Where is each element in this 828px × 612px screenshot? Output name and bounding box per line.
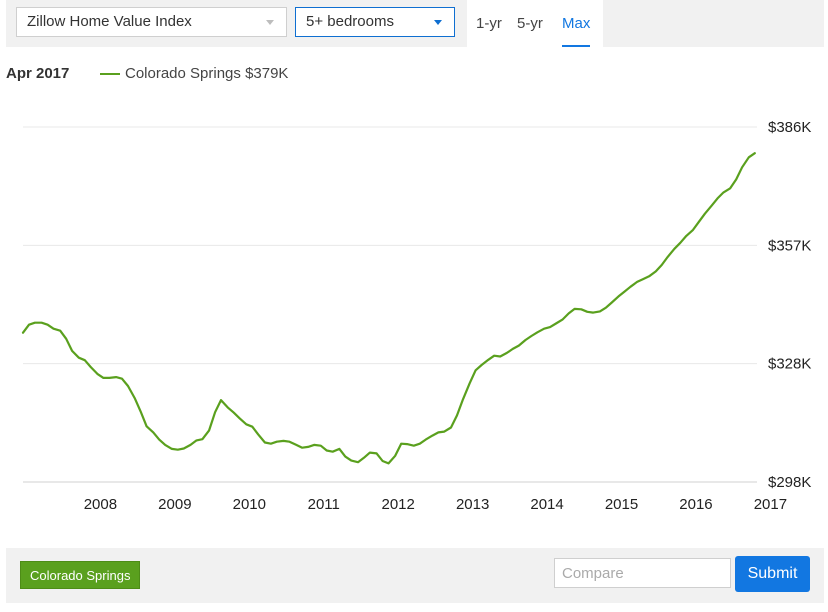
range-tabs: 1-yr 5-yr Max	[467, 0, 603, 47]
range-tab-5yr[interactable]: 5-yr	[517, 15, 543, 32]
metric-select-value: Zillow Home Value Index	[27, 13, 192, 30]
x-tick-label: 2009	[158, 496, 191, 513]
x-tick-label: 2017	[754, 496, 787, 513]
line-chart: $298K $328K $357K $386K 2008 2009 2010 2011 201…	[21, 119, 811, 513]
y-tick-label: $298K	[768, 474, 811, 491]
bedroom-select[interactable]: 5+ bedrooms	[295, 7, 455, 37]
chevron-down-icon	[434, 20, 442, 25]
legend-swatch	[100, 73, 120, 75]
x-tick-label: 2016	[679, 496, 712, 513]
grid-lines	[23, 126, 757, 483]
series-chip-colorado-springs[interactable]: Colorado Springs	[20, 561, 141, 589]
x-tick-label: 2014	[530, 496, 563, 513]
metric-select[interactable]: Zillow Home Value Index	[16, 7, 287, 37]
filter-bar: Zillow Home Value Index 5+ bedrooms 1-yr…	[6, 0, 824, 47]
x-tick-label: 2015	[605, 496, 638, 513]
legend-date: Apr 2017	[6, 65, 70, 82]
x-tick-label: 2008	[84, 496, 117, 513]
range-tab-1yr[interactable]: 1-yr	[476, 15, 502, 32]
x-tick-label: 2012	[382, 496, 415, 513]
y-axis-labels: $298K $328K $357K $386K	[768, 119, 811, 491]
y-tick-label: $357K	[768, 237, 811, 254]
submit-button[interactable]: Submit	[735, 556, 810, 592]
x-tick-label: 2013	[456, 496, 489, 513]
compare-input[interactable]	[554, 558, 731, 588]
y-tick-label: $386K	[768, 119, 811, 136]
bedroom-select-value: 5+ bedrooms	[306, 13, 394, 30]
series-line-colorado-springs	[21, 152, 756, 465]
chevron-down-icon	[266, 20, 274, 25]
legend-series-label: Colorado Springs $379K	[125, 65, 289, 82]
y-tick-label: $328K	[768, 356, 811, 373]
range-tab-max[interactable]: Max	[562, 0, 591, 47]
x-axis-labels: 2008 2009 2010 2011 2012 2013 2014 2015 2016 2017	[84, 496, 787, 513]
compare-bar: Colorado Springs Submit	[6, 548, 824, 603]
x-tick-label: 2011	[308, 496, 340, 513]
x-tick-label: 2010	[233, 496, 266, 513]
